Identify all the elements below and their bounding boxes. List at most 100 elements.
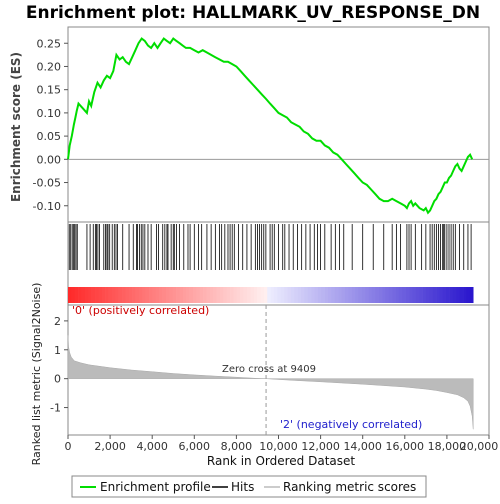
color-bar-segment [409, 287, 413, 303]
color-bar-segment [169, 287, 173, 303]
color-bar-segment [300, 287, 305, 303]
color-bar-segment [324, 287, 329, 303]
x-tick-label: 18,000 [428, 440, 467, 453]
color-bar-segment [429, 287, 433, 303]
color-bar-segment [226, 287, 231, 303]
color-bar-segment [230, 287, 234, 303]
color-bar-segment [135, 287, 140, 303]
color-bar-segment [422, 287, 427, 303]
x-tick-label: 12,000 [301, 440, 340, 453]
x-tick-label: 2,000 [94, 440, 126, 453]
color-bar-segment [206, 287, 211, 303]
color-bar-segment [236, 287, 241, 303]
ranked-metric-y-tick-label: 2 [54, 315, 61, 328]
rank-color-bar [68, 287, 474, 303]
enrichment-y-tick-label: 0.00 [37, 153, 62, 166]
ranked-metric-frame [67, 304, 490, 436]
ranking-metric-area [67, 335, 474, 430]
chart-title: Enrichment plot: HALLMARK_UV_RESPONSE_DN [26, 3, 480, 23]
color-bar-segment [189, 287, 194, 303]
color-bar-segment [334, 287, 339, 303]
hit-markers [68, 224, 472, 270]
color-bar-segment [165, 287, 170, 303]
color-bar-segment [159, 287, 163, 303]
color-bar-segment [149, 287, 153, 303]
color-bar-segment [331, 287, 336, 303]
x-tick-label: 4,000 [136, 440, 168, 453]
color-bar-segment [71, 287, 76, 303]
color-bar-segment [371, 287, 376, 303]
color-bar-segment [375, 287, 379, 303]
color-bar-segment [145, 287, 150, 303]
color-bar-segment [68, 287, 72, 303]
enrichment-y-axis-label: Enrichment score (ES) [9, 52, 23, 202]
x-tick-label: 6,000 [179, 440, 211, 453]
color-bar-segment [456, 287, 461, 303]
enrichment-y-tick-label: 0.25 [37, 37, 62, 50]
color-bar-segment [439, 287, 444, 303]
color-bar-segment [95, 287, 99, 303]
color-bar-segment [425, 287, 430, 303]
ranked-metric-x-axis: 0 2,000 4,000 6,000 8,000 10,000 12,000 14,000 1… [65, 435, 498, 453]
color-bar-segment [321, 287, 325, 303]
color-bar-segment [240, 287, 244, 303]
enrichment-y-tick-label: 0.10 [37, 107, 62, 120]
color-bar-segment [233, 287, 238, 303]
x-axis-label: Rank in Ordered Dataset [207, 454, 355, 468]
color-bar-segment [449, 287, 454, 303]
enrichment-y-tick-label: -0.10 [33, 200, 61, 213]
color-bar-segment [142, 287, 146, 303]
color-bar-segment [341, 287, 346, 303]
zero-cross-label: Zero cross at 9409 [222, 364, 316, 375]
color-bar-segment [108, 287, 113, 303]
color-bar-segment [88, 287, 92, 303]
color-bar-segment [398, 287, 403, 303]
enrichment-plot-frame [67, 26, 490, 223]
enrichment-y-tick-label: -0.05 [33, 177, 61, 190]
color-bar-segment [277, 287, 282, 303]
color-bar-segment [270, 287, 275, 303]
color-bar-segment [436, 287, 440, 303]
color-bar-segment [267, 287, 271, 303]
color-bar-segment [263, 287, 268, 303]
color-bar-segment [388, 287, 393, 303]
color-bar-segment [223, 287, 228, 303]
color-bar-segment [463, 287, 467, 303]
color-bar-segment [101, 287, 106, 303]
color-bar-segment [105, 287, 109, 303]
color-bar-segment [432, 287, 437, 303]
color-bar-segment [203, 287, 207, 303]
legend-hits-label: Hits [231, 480, 254, 494]
color-bar-segment [81, 287, 86, 303]
color-bar-segment [402, 287, 406, 303]
color-bar-segment [196, 287, 200, 303]
enrichment-y-axis: 0.25 0.20 0.15 0.10 0.05 0.00 -0.05 -0.10 [33, 37, 68, 213]
x-tick-label: 0 [65, 440, 72, 453]
ranked-metric-y-axis: 2 1 0 -1 [50, 315, 68, 415]
color-bar-segment [216, 287, 221, 303]
color-bar-segment [446, 287, 450, 303]
color-bar-segment [260, 287, 265, 303]
color-bar-segment [284, 287, 288, 303]
color-bar-segment [243, 287, 248, 303]
color-bar-segment [186, 287, 190, 303]
color-bar-segment [415, 287, 420, 303]
x-tick-label: 8,000 [221, 440, 253, 453]
color-bar-segment [155, 287, 160, 303]
color-bar-segment [179, 287, 184, 303]
color-bar-segment [328, 287, 332, 303]
color-bar-segment [405, 287, 410, 303]
color-bar-segment [162, 287, 167, 303]
color-bar-segment [138, 287, 143, 303]
color-bar-segment [219, 287, 224, 303]
color-bar-segment [213, 287, 217, 303]
color-bar-segment [378, 287, 383, 303]
color-bar-segment [250, 287, 255, 303]
color-bar-segment [419, 287, 423, 303]
color-bar-segment [304, 287, 309, 303]
color-bar-segment [459, 287, 464, 303]
color-bar-segment [338, 287, 342, 303]
color-bar-segment [199, 287, 204, 303]
hits-panel [67, 221, 490, 306]
